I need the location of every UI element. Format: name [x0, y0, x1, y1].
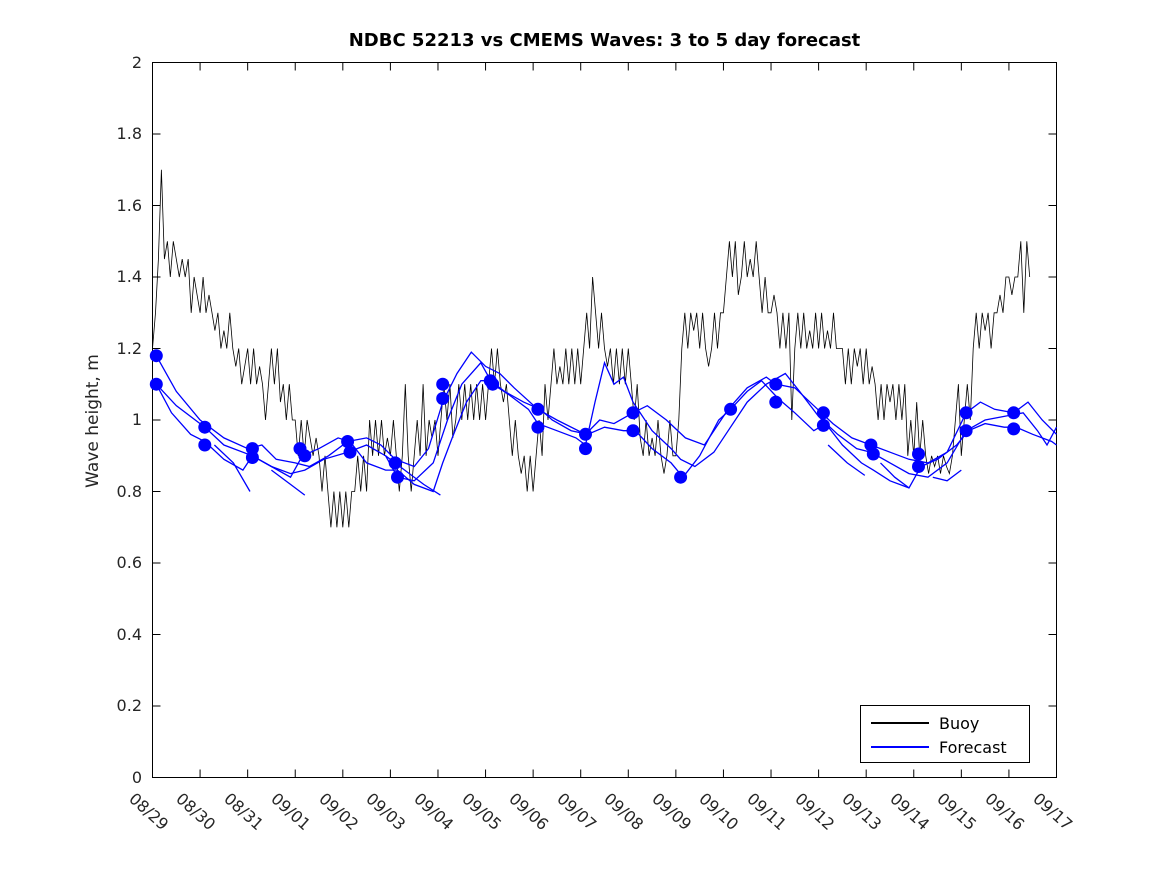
y-tick-label: 0 — [131, 767, 142, 787]
y-tick-label: 0.6 — [116, 553, 142, 572]
forecast-start-marker — [341, 435, 355, 448]
forecast-start-marker — [298, 449, 312, 463]
forecast-start-marker — [245, 451, 259, 464]
y-tick-label: 1 — [131, 410, 142, 429]
forecast-start-marker — [866, 447, 880, 461]
series-forecast — [271, 469, 306, 496]
forecast-start-marker — [486, 377, 500, 391]
forecast-start-marker — [724, 402, 738, 416]
forecast-start-marker — [674, 470, 688, 484]
legend: Buoy Forecast — [860, 705, 1030, 763]
forecast-start-marker — [436, 377, 450, 391]
forecast-start-marker — [1007, 406, 1021, 420]
forecast-start-marker — [149, 349, 163, 363]
legend-item-buoy: Buoy — [861, 711, 1029, 735]
y-tick-label: 2 — [131, 52, 142, 72]
forecast-start-marker — [816, 406, 830, 420]
forecast-start-marker — [436, 392, 450, 405]
forecast-start-marker — [1007, 422, 1021, 436]
forecast-start-marker — [149, 377, 163, 391]
y-tick-label: 1.4 — [116, 267, 142, 286]
series-forecast — [932, 469, 962, 482]
chart-title: NDBC 52213 vs CMEMS Waves: 3 to 5 day fo… — [348, 30, 861, 51]
legend-item-forecast: Forecast — [861, 735, 1029, 759]
series-forecast — [213, 444, 251, 492]
forecast-start-marker — [245, 442, 259, 456]
forecast-start-marker — [579, 427, 592, 441]
forecast-start-marker — [198, 420, 212, 434]
y-tick-label: 1.8 — [116, 124, 142, 143]
forecast-line-swatch — [871, 746, 929, 748]
forecast-start-marker — [626, 424, 640, 438]
forecast-start-marker — [769, 395, 783, 409]
series-forecast — [880, 462, 910, 489]
forecast-start-marker — [579, 442, 592, 456]
forecast-start-marker — [531, 420, 545, 434]
axes-box — [152, 62, 1057, 778]
forecast-start-marker — [912, 447, 925, 461]
forecast-start-marker — [391, 470, 404, 484]
buoy-line-swatch — [871, 722, 929, 724]
forecast-start-marker — [816, 418, 830, 432]
forecast-start-marker — [388, 456, 402, 470]
forecast-start-marker — [959, 406, 973, 420]
legend-label-buoy: Buoy — [939, 713, 980, 733]
forecast-start-marker — [531, 402, 545, 416]
y-tick-label: 0.4 — [116, 624, 142, 644]
y-tick-label: 1.2 — [116, 338, 142, 358]
forecast-start-marker — [959, 424, 973, 438]
forecast-start-marker — [626, 406, 640, 420]
y-tick-label: 1.6 — [116, 195, 142, 215]
forecast-start-marker — [912, 460, 925, 473]
series-forecast — [827, 444, 866, 476]
forecast-start-marker — [343, 445, 357, 459]
y-tick-label: 0.2 — [116, 696, 142, 715]
y-tick-label: 0.8 — [116, 481, 142, 501]
forecast-start-marker — [198, 438, 212, 452]
legend-label-forecast: Forecast — [939, 737, 1007, 757]
series-forecast — [155, 379, 1057, 493]
forecast-start-marker — [769, 377, 783, 391]
